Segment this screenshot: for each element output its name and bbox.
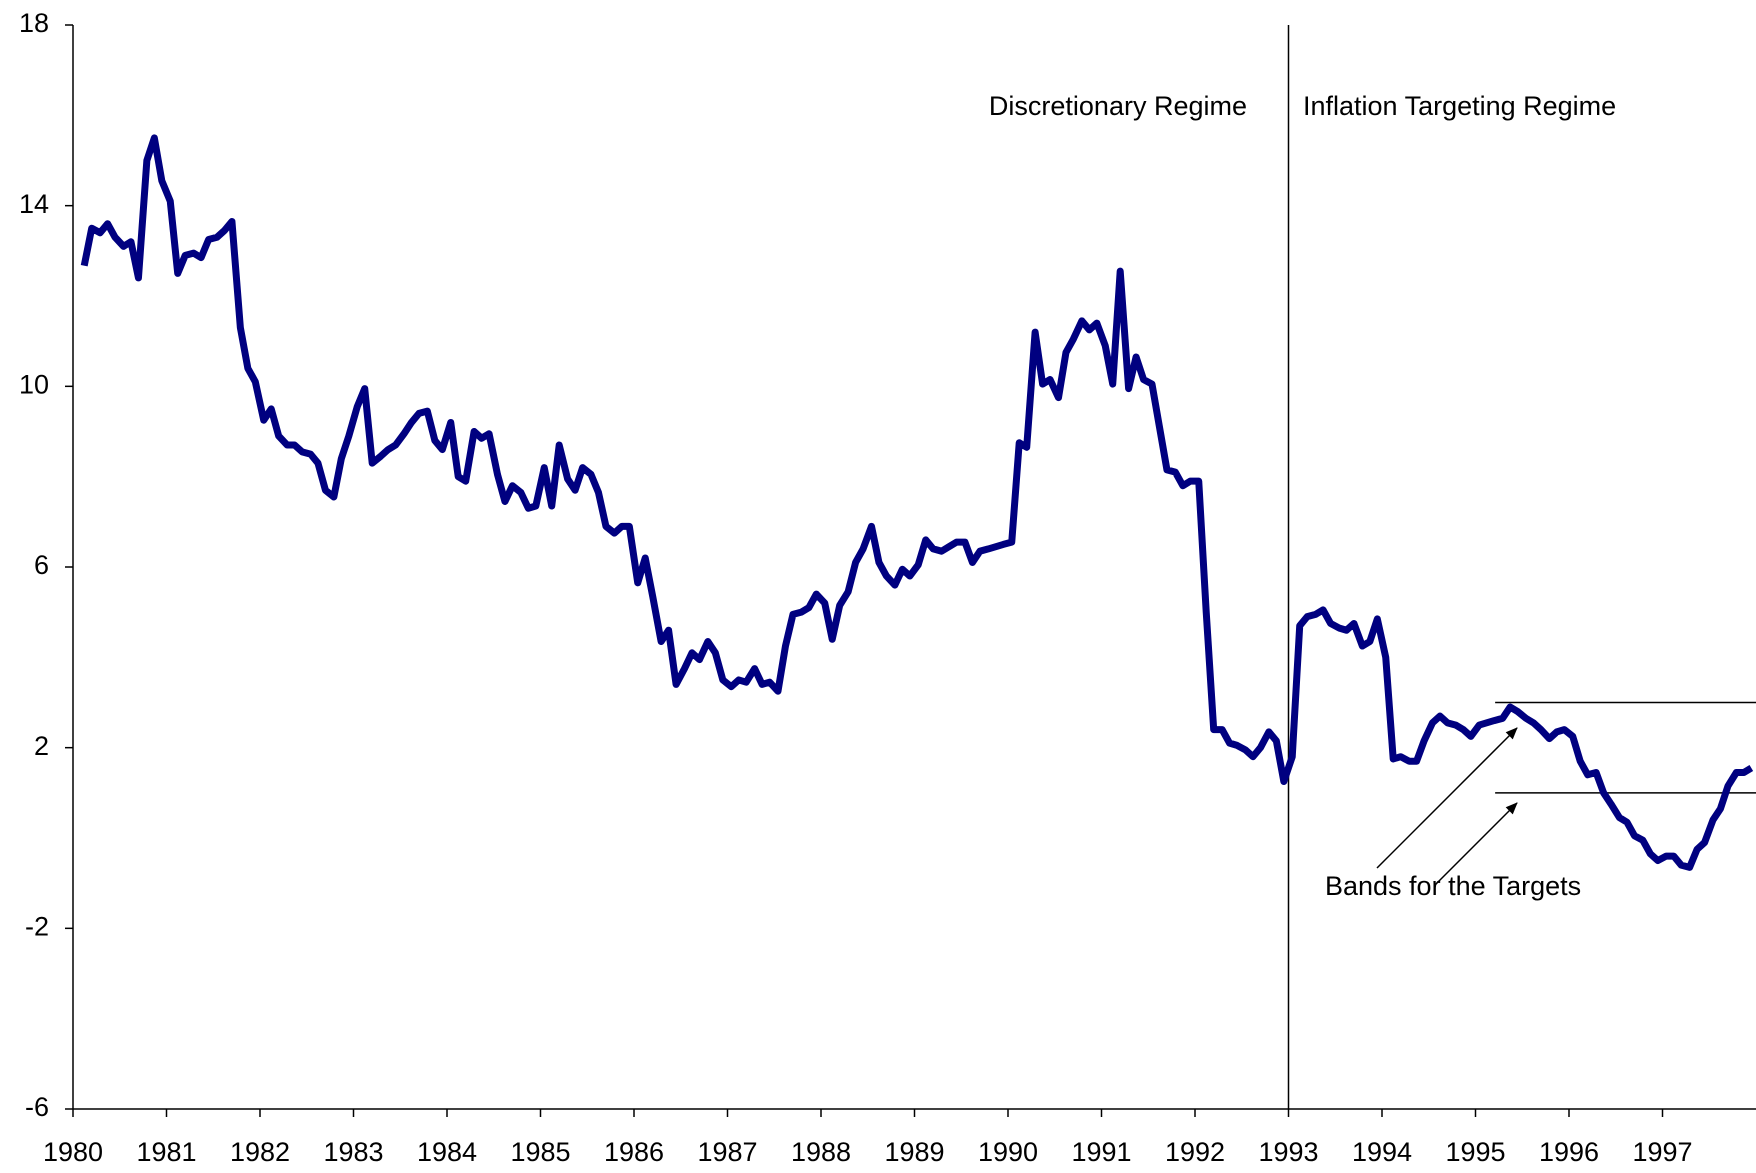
annotation: Discretionary Regime [989, 91, 1247, 121]
x-tick-label: 1980 [43, 1137, 103, 1167]
x-tick-label: 1989 [884, 1137, 944, 1167]
annotation: Inflation Targeting Regime [1303, 91, 1616, 121]
x-tick-label: 1988 [791, 1137, 851, 1167]
y-tick-label: 2 [34, 731, 49, 761]
x-tick-label: 1992 [1165, 1137, 1225, 1167]
y-tick-label: 10 [19, 369, 49, 399]
x-tick-label: 1987 [697, 1137, 757, 1167]
arrow [1434, 802, 1518, 886]
x-tick-label: 1982 [230, 1137, 290, 1167]
x-tick-label: 1985 [510, 1137, 570, 1167]
y-tick-label: -2 [25, 911, 49, 941]
x-tick-label: 1984 [417, 1137, 477, 1167]
x-tick-label: 1983 [323, 1137, 383, 1167]
y-tick-label: -6 [25, 1092, 49, 1122]
x-tick-label: 1993 [1258, 1137, 1318, 1167]
x-tick-label: 1996 [1539, 1137, 1599, 1167]
x-tick-label: 1990 [978, 1137, 1038, 1167]
y-tick-label: 18 [19, 8, 49, 38]
x-tick-label: 1991 [1071, 1137, 1131, 1167]
y-tick-label: 14 [19, 189, 49, 219]
x-tick-label: 1995 [1445, 1137, 1505, 1167]
x-tick-label: 1981 [136, 1137, 196, 1167]
annotation: Bands for the Targets [1325, 871, 1581, 901]
x-tick-label: 1994 [1352, 1137, 1412, 1167]
x-tick-label: 1986 [604, 1137, 664, 1167]
series-line [80, 134, 1754, 871]
y-tick-label: 6 [34, 550, 49, 580]
arrow [1376, 727, 1518, 869]
x-tick-label: 1997 [1632, 1137, 1692, 1167]
